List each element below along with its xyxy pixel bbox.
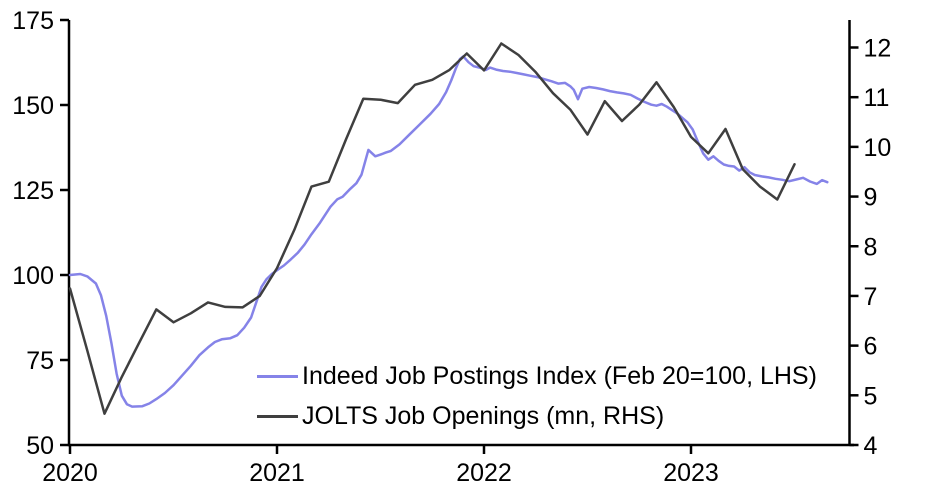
axis-labels-layer: 50 75 100 125 150 175 4 5 6 7 8 9 10 11 12 2020 2021 2022…: [12, 7, 891, 487]
series-line-indeed: [68, 55, 829, 408]
series-layer: [68, 42, 829, 415]
legend-item-indeed: Indeed Job Postings Index (Feb 20=100, L…: [257, 362, 817, 390]
chart-legend: Indeed Job Postings Index (Feb 20=100, L…: [257, 362, 817, 430]
legend-line-sample-indeed: [257, 374, 298, 378]
x-axis-tick-label: 2021: [249, 459, 305, 487]
left-axis-tick-label: 175: [12, 7, 54, 35]
x-axis-tick-label: 2023: [663, 459, 719, 487]
left-axis-tick-label: 125: [12, 177, 54, 205]
right-axis-tick-label: 12: [864, 35, 892, 63]
right-axis-tick-label: 6: [864, 333, 878, 361]
legend-label-jolts: JOLTS Job Openings (mn, RHS): [302, 402, 665, 430]
left-axis-tick-label: 100: [12, 262, 54, 290]
axes-layer: [60, 18, 859, 454]
right-axis-tick-label: 5: [864, 382, 878, 410]
right-axis-tick-label: 7: [864, 283, 878, 311]
left-axis-tick-label: 150: [12, 92, 54, 120]
x-axis-tick-label: 2020: [42, 459, 98, 487]
left-axis-tick-label: 50: [26, 432, 54, 460]
left-axis-tick-label: 75: [26, 347, 54, 375]
right-axis-tick-label: 4: [864, 432, 878, 460]
legend-item-jolts: JOLTS Job Openings (mn, RHS): [257, 402, 817, 430]
legend-label-indeed: Indeed Job Postings Index (Feb 20=100, L…: [302, 362, 817, 390]
x-axis-tick-label: 2022: [456, 459, 512, 487]
legend-line-sample-jolts: [257, 414, 298, 418]
series-line-jolts: [68, 42, 796, 415]
right-axis-tick-label: 9: [864, 184, 878, 212]
right-axis-tick-label: 8: [864, 233, 878, 261]
right-axis-tick-label: 11: [864, 84, 890, 112]
right-axis-tick-label: 10: [864, 134, 892, 162]
